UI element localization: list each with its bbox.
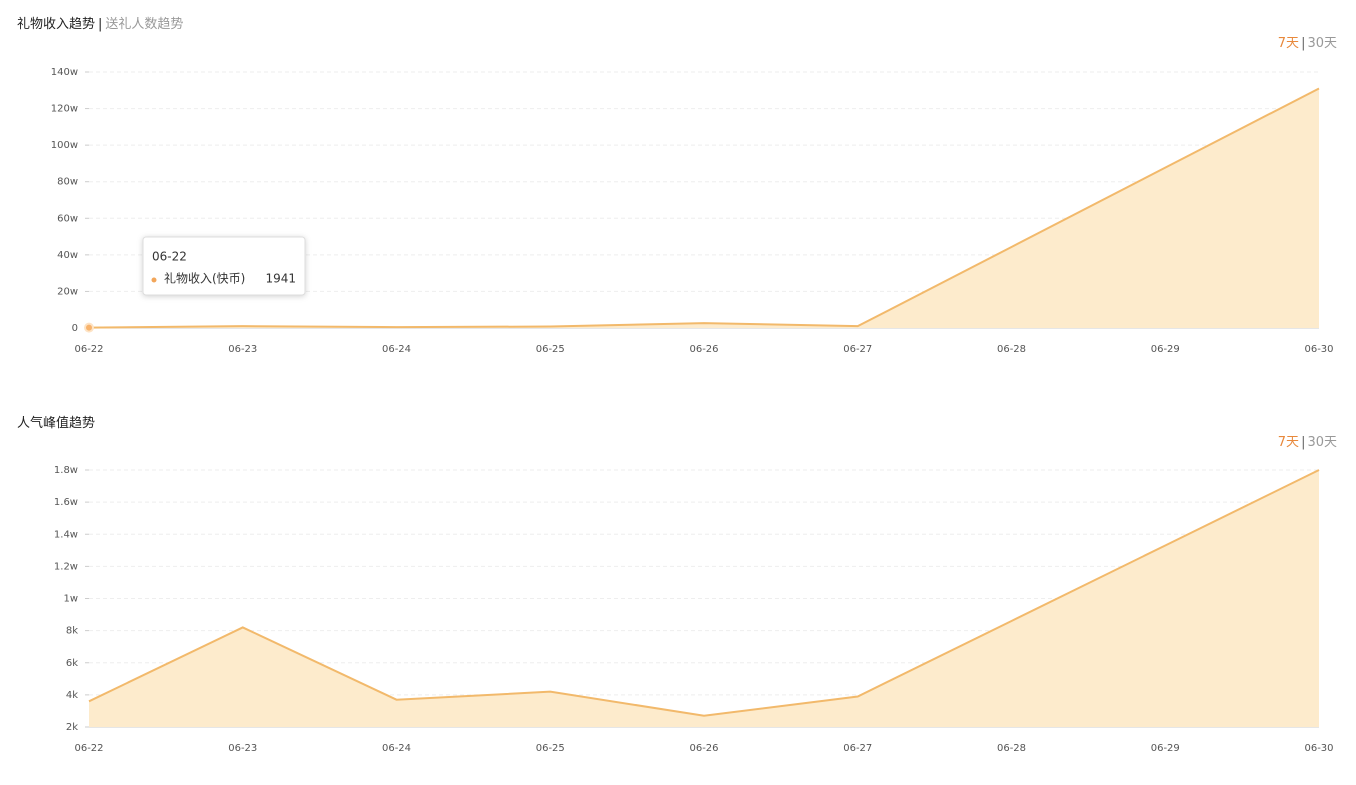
- x-tick-label: 06-30: [1304, 344, 1333, 355]
- y-tick-label: 1.2w: [54, 561, 78, 572]
- y-tick-label: 20w: [57, 286, 78, 297]
- y-tick-label: 6k: [66, 658, 78, 669]
- subtitle[interactable]: 送礼人数趋势: [105, 16, 183, 32]
- tab-separator: |: [1301, 435, 1305, 450]
- y-tick-label: 1w: [63, 594, 78, 605]
- y-tick-label: 1.6w: [54, 497, 78, 508]
- x-tick-label: 06-26: [689, 743, 718, 754]
- tooltip-date: 06-22: [152, 250, 187, 264]
- y-tick-label: 140w: [51, 67, 78, 78]
- y-tick-label: 100w: [51, 140, 78, 151]
- x-tick-label: 06-23: [228, 743, 257, 754]
- y-tick-label: 1.8w: [54, 465, 78, 476]
- tooltip-box: [142, 236, 306, 296]
- range-tab[interactable]: 7天: [1278, 435, 1299, 450]
- x-tick-label: 06-29: [1151, 743, 1180, 754]
- y-tick-label: 2k: [66, 722, 78, 733]
- x-tick-label: 06-27: [843, 344, 872, 355]
- x-tick-label: 06-26: [689, 344, 718, 355]
- area-fill: [89, 470, 1319, 727]
- range-tab[interactable]: 30天: [1307, 36, 1337, 51]
- y-tick-label: 120w: [51, 104, 78, 115]
- x-tick-label: 06-23: [228, 344, 257, 355]
- x-tick-label: 06-22: [74, 344, 103, 355]
- x-tick-label: 06-29: [1151, 344, 1180, 355]
- y-tick-label: 80w: [57, 177, 78, 188]
- chart-title: 人气峰值趋势: [17, 415, 95, 431]
- area-fill: [89, 88, 1319, 328]
- range-tabs: 7天 | 30天: [1278, 36, 1337, 51]
- title: 人气峰值趋势: [17, 415, 95, 431]
- x-tick-label: 06-28: [997, 743, 1026, 754]
- x-tick-label: 06-25: [536, 743, 565, 754]
- y-tick-label: 8k: [66, 626, 78, 637]
- area-line: [88, 469, 1320, 717]
- title: 礼物收入趋势: [17, 16, 95, 32]
- x-tick-label: 06-27: [843, 743, 872, 754]
- tooltip-dot: [151, 277, 157, 283]
- tooltip-value: 1941: [265, 272, 296, 286]
- y-tick-label: 4k: [66, 690, 78, 701]
- range-tabs: 7天 | 30天: [1278, 435, 1337, 450]
- tooltip: 06-22 礼物收入(快币) 1941: [142, 236, 306, 296]
- x-tick-label: 06-25: [536, 344, 565, 355]
- range-tab[interactable]: 7天: [1278, 36, 1299, 51]
- x-tick-label: 06-24: [382, 344, 411, 355]
- x-tick-label: 06-30: [1304, 743, 1333, 754]
- area-line: [88, 87, 1320, 329]
- active-point: [84, 322, 94, 333]
- chart-title: 礼物收入趋势 | 送礼人数趋势: [17, 16, 183, 32]
- x-tick-label: 06-24: [382, 743, 411, 754]
- range-tab[interactable]: 30天: [1307, 435, 1337, 450]
- title-separator: |: [98, 17, 102, 32]
- y-tick-label: 40w: [57, 250, 78, 261]
- y-tick-label: 60w: [57, 213, 78, 224]
- tooltip-series: 礼物收入(快币): [164, 271, 245, 286]
- y-tick-label: 1.4w: [54, 529, 78, 540]
- x-tick-label: 06-28: [997, 344, 1026, 355]
- tab-separator: |: [1301, 36, 1305, 51]
- y-tick-label: 0: [72, 323, 78, 334]
- x-tick-label: 06-22: [74, 743, 103, 754]
